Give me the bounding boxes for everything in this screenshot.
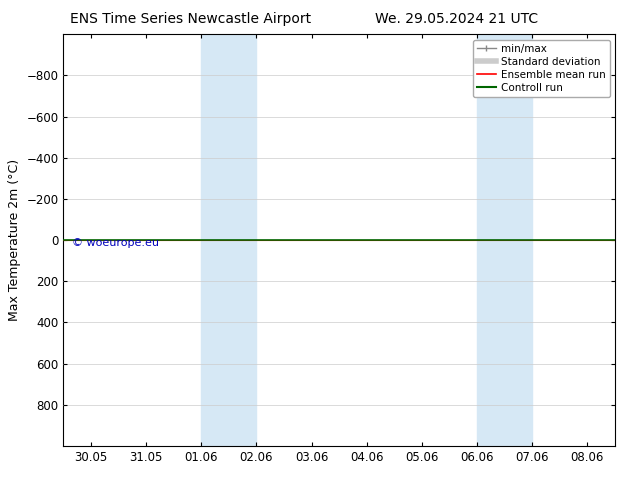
Y-axis label: Max Temperature 2m (°C): Max Temperature 2m (°C) (8, 159, 21, 321)
Text: © woeurope.eu: © woeurope.eu (72, 238, 158, 248)
Legend: min/max, Standard deviation, Ensemble mean run, Controll run: min/max, Standard deviation, Ensemble me… (473, 40, 610, 97)
Bar (202, 34, 256, 446)
Bar (477, 34, 533, 446)
Text: We. 29.05.2024 21 UTC: We. 29.05.2024 21 UTC (375, 12, 538, 26)
Text: ENS Time Series Newcastle Airport: ENS Time Series Newcastle Airport (70, 12, 311, 26)
